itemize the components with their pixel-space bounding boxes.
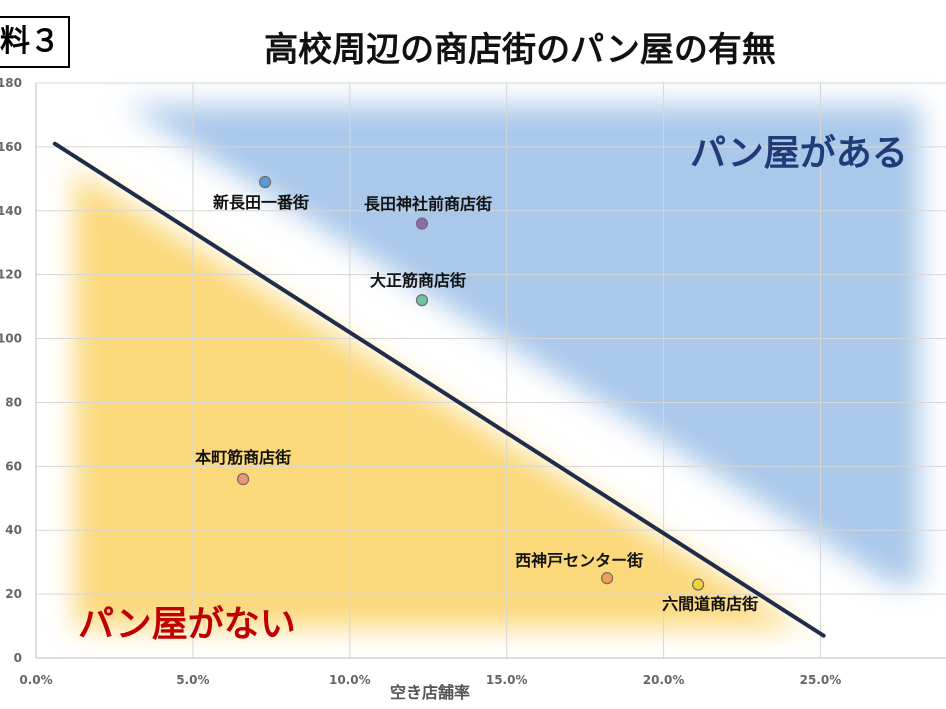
x-tick-label: 10.0% [329, 673, 371, 687]
data-point-label: 新長田一番街 [213, 193, 309, 212]
data-point-label: 大正筋商店街 [370, 271, 466, 290]
y-tick-label: 120 [0, 268, 22, 282]
y-tick-label: 140 [0, 204, 22, 218]
region-no-bakery [64, 165, 804, 628]
data-point-label: 六間道商店街 [662, 595, 758, 614]
divider-line [52, 141, 826, 638]
region-label-no-bakery: パン屋がない [78, 604, 296, 645]
page-title: 高校周辺の商店街のパン屋の有無 [264, 30, 776, 70]
x-tick-label: 0.0% [19, 673, 52, 687]
data-point [601, 572, 614, 585]
divider-line-group [52, 141, 826, 638]
data-point-label: 長田神社前商店街 [364, 195, 492, 214]
y-tick-label: 100 [0, 332, 22, 346]
data-point [415, 294, 429, 307]
data-point [415, 217, 429, 230]
data-point [258, 175, 272, 189]
x-tick-label: 20.0% [643, 673, 685, 687]
x-tick-label: 5.0% [176, 673, 209, 687]
grid-lines [36, 82, 946, 658]
material-number-badge: 料３ [0, 16, 70, 68]
region-label-has-bakery: パン屋がある [690, 133, 908, 174]
x-tick-label: 15.0% [486, 673, 528, 687]
data-point [692, 578, 705, 591]
x-axis-label: 空き店舗率 [390, 683, 470, 702]
axes: 0 20 40 60 80 100 120 140 160 180 0.0% 5.0% 10.0% 15.… [0, 76, 946, 687]
region-backgrounds [64, 105, 920, 628]
y-tick-label: 80 [5, 395, 22, 409]
data-point [237, 473, 250, 486]
y-tick-label: 160 [0, 140, 22, 154]
y-tick-label: 40 [5, 523, 22, 537]
x-tick-label: 25.0% [800, 673, 842, 687]
y-tick-label: 20 [5, 587, 22, 601]
y-tick-label: 0 [14, 651, 22, 665]
data-point-label: 西神戸センター街 [515, 551, 643, 570]
y-tick-label: 60 [5, 459, 22, 473]
data-point-label: 本町筋商店街 [195, 448, 291, 467]
data-points [237, 175, 705, 591]
y-tick-label: 180 [0, 76, 22, 90]
region-has-bakery [110, 105, 920, 585]
